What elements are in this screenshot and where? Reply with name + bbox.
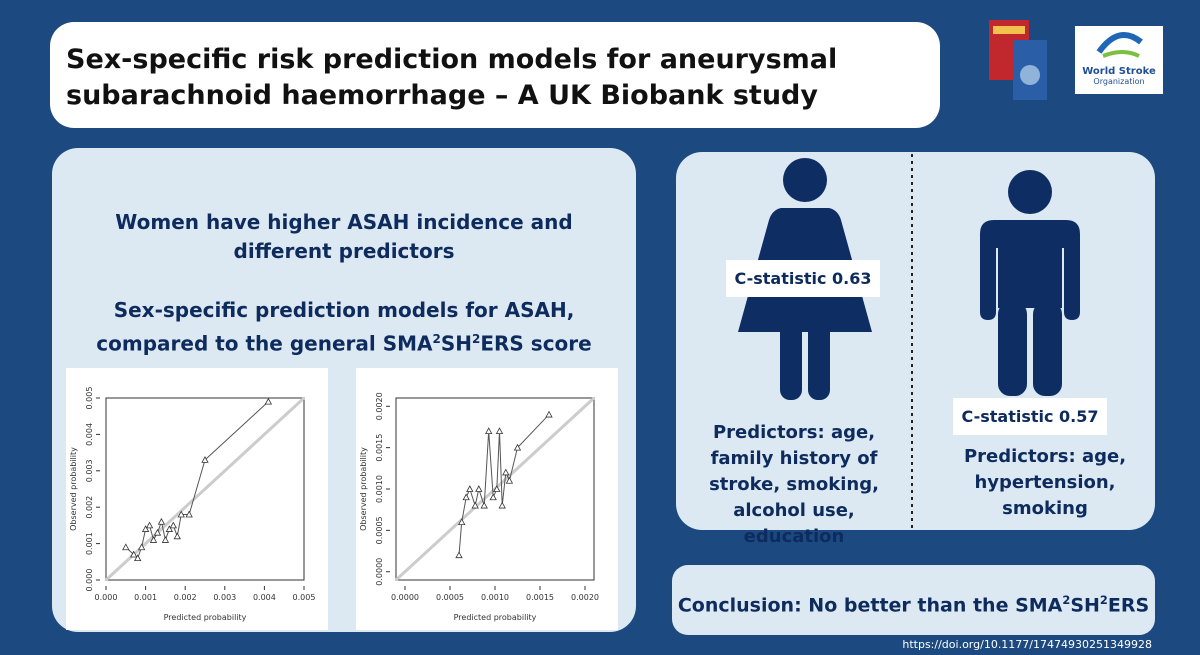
x-tick-label: 0.0010	[481, 593, 509, 602]
text: SH	[440, 331, 472, 356]
x-tick-label: 0.004	[253, 593, 276, 602]
title-box: Sex-specific risk prediction models for …	[50, 22, 940, 128]
x-tick-label: 0.005	[293, 593, 316, 602]
text: Conclusion: No better than the SMA	[677, 594, 1063, 617]
point	[513, 443, 522, 451]
subheading: Sex-specific prediction models for ASAH,…	[62, 296, 626, 359]
c-statistic: C-statistic 0.63	[726, 260, 880, 297]
superscript: 2	[1062, 593, 1071, 607]
y-tick-label: 0.003	[85, 459, 94, 482]
calibration-line	[125, 401, 269, 560]
wso-icon	[1096, 31, 1143, 58]
point	[495, 427, 504, 434]
x-tick-label: 0.0015	[526, 593, 554, 602]
text: SH	[1070, 594, 1100, 617]
point	[141, 525, 150, 532]
point	[264, 397, 273, 405]
conclusion-box: Conclusion: No better than the SMA2SH2ER…	[672, 565, 1155, 635]
point	[480, 501, 488, 509]
x-tick-label: 0.0005	[436, 593, 464, 602]
predictors: Predictors: age, hypertension, smoking	[963, 446, 1127, 519]
y-axis-label: Observed probability	[359, 447, 368, 531]
text: ERS	[1107, 594, 1150, 617]
point	[493, 485, 501, 492]
point	[545, 410, 553, 418]
point	[201, 456, 209, 463]
right-panel	[676, 152, 1155, 530]
point	[502, 468, 510, 476]
point	[185, 510, 193, 518]
point	[122, 543, 130, 551]
point	[462, 493, 470, 501]
x-axis-label: Predicted probability	[164, 613, 247, 622]
y-tick-label: 0.000	[85, 569, 94, 592]
point	[466, 485, 474, 492]
point	[157, 517, 166, 525]
man-icon	[980, 170, 1080, 396]
text: ERS score	[480, 331, 592, 356]
point	[471, 501, 479, 509]
y-tick-label: 0.0000	[375, 558, 384, 586]
point	[149, 536, 158, 543]
calibration-line	[458, 414, 550, 556]
text: Sex-specific prediction models for ASAH,…	[96, 298, 575, 356]
calibration-plot: 0.0000 0.0005 0.0010 0.0015 0.0020 0.0000 0.00…	[356, 368, 618, 630]
superscript: 2	[1099, 593, 1108, 607]
y-tick-label: 0.0020	[375, 392, 384, 420]
y-tick-label: 0.002	[85, 496, 94, 519]
point	[177, 510, 185, 518]
y-tick-label: 0.005	[85, 387, 94, 410]
point	[173, 532, 181, 540]
y-tick-label: 0.0010	[375, 475, 384, 503]
point	[485, 427, 493, 434]
point	[130, 550, 138, 558]
point	[153, 528, 162, 536]
predictors: Predictors: age, family history of strok…	[709, 422, 879, 547]
point	[498, 501, 506, 509]
title: Sex-specific risk prediction models for …	[66, 44, 838, 111]
c-statistic: C-statistic 0.57	[953, 398, 1107, 435]
wso-logo: World Stroke Organization	[1075, 26, 1163, 94]
point	[137, 543, 146, 551]
logo-text: World Stroke	[1082, 66, 1156, 77]
journal-covers	[989, 20, 1047, 100]
logo-text: Organization	[1093, 77, 1145, 86]
y-tick-label: 0.001	[85, 532, 94, 555]
point	[458, 518, 466, 525]
x-tick-label: 0.001	[134, 593, 157, 602]
x-tick-label: 0.0020	[571, 593, 599, 602]
y-tick-label: 0.004	[85, 423, 94, 446]
plot-frame	[105, 397, 305, 581]
y-tick-label: 0.0005	[375, 516, 384, 544]
y-tick-label: 0.0015	[375, 434, 384, 462]
plot-frame	[395, 397, 595, 581]
calibration-plot: 0.000 0.001 0.002 0.003 0.004 0.005 0.000 0.001…	[66, 368, 328, 630]
doi: https://doi.org/10.1177/1747493025134992…	[902, 638, 1152, 651]
point	[455, 551, 463, 559]
x-axis-label: Predicted probability	[454, 613, 537, 622]
point	[165, 525, 174, 532]
superscript: 2	[472, 332, 481, 346]
point	[169, 521, 177, 529]
y-axis-label: Observed probability	[69, 447, 78, 531]
x-tick-label: 0.002	[174, 593, 197, 602]
point	[489, 493, 497, 501]
point	[475, 485, 483, 492]
point	[145, 521, 154, 529]
point	[134, 554, 142, 562]
point	[161, 536, 170, 543]
heading: Women have higher ASAH incidence and dif…	[115, 210, 573, 263]
x-tick-label: 0.0000	[391, 593, 419, 602]
x-tick-label: 0.000	[95, 593, 118, 602]
superscript: 2	[432, 332, 441, 346]
point	[505, 476, 514, 484]
reference-line	[104, 396, 306, 582]
x-tick-label: 0.003	[213, 593, 236, 602]
